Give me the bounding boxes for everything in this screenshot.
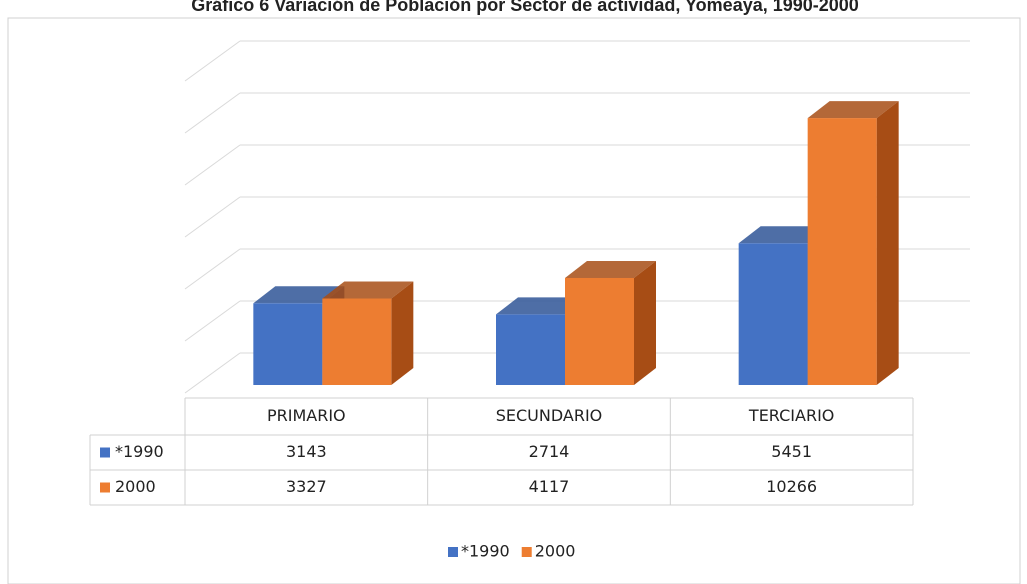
- grid-line-side: [184, 40, 241, 82]
- table-value: 3143: [286, 442, 327, 461]
- bar: [496, 314, 565, 385]
- table-value: 4117: [529, 477, 570, 496]
- legend-key: [448, 547, 458, 557]
- bar-top: [496, 297, 587, 315]
- table-value: 5451: [771, 442, 812, 461]
- grid-line-side: [184, 300, 241, 342]
- table-legend-key: [100, 482, 110, 493]
- chart-title: Gráfico 6 Variación de Población por Sec…: [191, 0, 859, 15]
- grid-line-side: [184, 196, 241, 238]
- table-value: 3327: [286, 477, 327, 496]
- x-tick-label: TERCIARIO: [748, 406, 834, 425]
- bar: [565, 277, 634, 385]
- grid-line-side: [184, 352, 241, 394]
- bar-top: [322, 281, 414, 299]
- legend-label: *1990: [461, 542, 510, 561]
- table-legend-key: [100, 447, 110, 458]
- legend-key: [521, 547, 532, 557]
- bar-side: [391, 281, 414, 385]
- bar: [807, 118, 877, 386]
- bar-top: [565, 260, 656, 278]
- bar-top: [738, 226, 830, 244]
- legend-label: 2000: [535, 542, 576, 561]
- bar-side: [634, 260, 656, 385]
- table-row-label: *1990: [115, 442, 164, 461]
- bar: [253, 303, 323, 385]
- x-tick-label: SECUNDARIO: [496, 406, 603, 425]
- bar: [738, 243, 808, 385]
- bar-side: [876, 101, 899, 386]
- grid-line-side: [184, 144, 241, 186]
- grid-line-side: [184, 248, 241, 290]
- bar-top: [253, 286, 345, 304]
- x-tick-label: PRIMARIO: [267, 406, 346, 425]
- bar-top: [807, 101, 899, 119]
- table-row-label: 2000: [115, 477, 156, 496]
- bar: [322, 298, 392, 385]
- table-value: 2714: [529, 442, 570, 461]
- table-value: 10266: [766, 477, 817, 496]
- grid-line-side: [184, 92, 241, 134]
